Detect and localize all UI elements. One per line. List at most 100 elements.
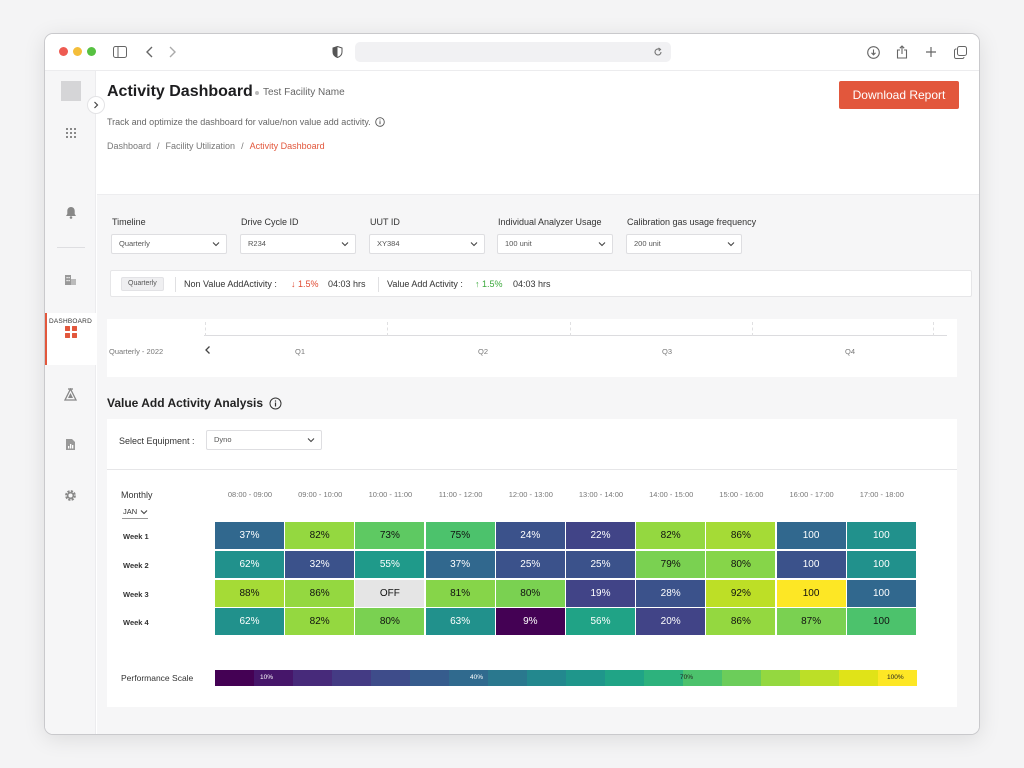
- apps-grid-icon[interactable]: [45, 117, 96, 149]
- download-report-button[interactable]: Download Report: [839, 81, 959, 109]
- heatmap-cell[interactable]: 100: [846, 579, 916, 607]
- timeline-axis: [204, 335, 947, 336]
- va-label: Value Add Activity :: [387, 279, 463, 289]
- filter-label: Individual Analyzer Usage: [498, 217, 602, 227]
- heatmap-cell[interactable]: 82%: [636, 522, 706, 549]
- sidebar-item-dashboard[interactable]: [45, 313, 96, 365]
- heatmap-cell[interactable]: 86%: [706, 522, 776, 549]
- heatmap-cell[interactable]: 100: [846, 550, 916, 578]
- heatmap-cell[interactable]: 20%: [636, 608, 706, 636]
- heatmap-cell[interactable]: 82%: [285, 608, 355, 636]
- heatmap-cell[interactable]: 62%: [215, 608, 284, 636]
- heatmap-cell[interactable]: 82%: [285, 522, 355, 549]
- report-icon[interactable]: [45, 428, 96, 460]
- scale-segment: [488, 670, 527, 686]
- back-arrow-icon[interactable]: [141, 43, 159, 61]
- page-title: Activity Dashboard: [107, 83, 253, 100]
- browser-titlebar: [45, 34, 979, 71]
- minimize-window-icon[interactable]: [73, 47, 82, 56]
- quarter-q3[interactable]: Q3: [662, 347, 673, 356]
- heatmap-column-header: 17:00 - 18:00: [859, 490, 904, 499]
- heatmap-cell[interactable]: 100: [776, 550, 846, 578]
- heatmap-cell[interactable]: 22%: [566, 522, 635, 549]
- chevron-down-icon: [727, 242, 735, 247]
- heatmap-cell[interactable]: 56%: [566, 608, 635, 636]
- heatmap-column-header: 16:00 - 17:00: [789, 490, 834, 499]
- heatmap-cell[interactable]: 24%: [495, 522, 565, 549]
- address-bar[interactable]: [355, 42, 671, 62]
- scale-segment: [644, 670, 683, 686]
- share-icon[interactable]: [893, 43, 911, 61]
- heatmap-cell[interactable]: 37%: [215, 522, 284, 549]
- heatmap-cell[interactable]: 100: [846, 608, 916, 636]
- heatmap-cell[interactable]: 86%: [706, 608, 776, 636]
- main-content: Activity Dashboard Test Facility Name Tr…: [97, 71, 979, 734]
- heatmap-cell[interactable]: 86%: [285, 579, 355, 607]
- heatmap-cell[interactable]: 100: [776, 522, 846, 549]
- heatmap-cell[interactable]: OFF: [355, 579, 425, 607]
- forward-arrow-icon[interactable]: [163, 43, 181, 61]
- info-icon[interactable]: [269, 397, 282, 410]
- browser-window: DASHBOARD Activity Dashboard Test Facili…: [44, 33, 980, 735]
- new-tab-icon[interactable]: [922, 43, 940, 61]
- triangle-tool-icon[interactable]: [45, 378, 96, 410]
- timeline-tick: [570, 322, 571, 336]
- filter-calibration-gas: Calibration gas usage frequency: [627, 217, 756, 227]
- chevron-left-icon[interactable]: [203, 345, 213, 355]
- heatmap-card: Select Equipment : Dyno Monthly JAN Perf…: [107, 419, 957, 707]
- timeline-tick: [933, 322, 934, 336]
- title-separator: [255, 91, 259, 95]
- heatmap-cell[interactable]: 88%: [215, 579, 284, 607]
- heatmap-cell[interactable]: 73%: [355, 522, 425, 549]
- heatmap-cell[interactable]: 100: [776, 579, 846, 607]
- heatmap-cell[interactable]: 63%: [425, 608, 495, 636]
- gear-icon[interactable]: [45, 479, 96, 511]
- heatmap-cell[interactable]: 92%: [706, 579, 776, 607]
- uut-id-select[interactable]: XY384: [369, 234, 485, 254]
- heatmap-cell[interactable]: 80%: [355, 608, 425, 636]
- heatmap-cell[interactable]: 62%: [215, 550, 284, 578]
- breadcrumb-facility-utilization[interactable]: Facility Utilization: [165, 141, 236, 151]
- heatmap-cell[interactable]: 80%: [706, 550, 776, 578]
- select-value: XY384: [377, 239, 400, 248]
- quarter-q1[interactable]: Q1: [295, 347, 306, 356]
- heatmap-cell[interactable]: 100: [846, 522, 916, 549]
- info-icon[interactable]: [374, 117, 385, 127]
- calibration-gas-select[interactable]: 200 unit: [626, 234, 742, 254]
- quarter-q4[interactable]: Q4: [845, 347, 856, 356]
- equipment-select[interactable]: Dyno: [206, 430, 322, 450]
- timeline-select[interactable]: Quarterly: [111, 234, 227, 254]
- expand-sidebar-button[interactable]: [87, 96, 105, 114]
- facility-icon[interactable]: [45, 264, 96, 296]
- maximize-window-icon[interactable]: [87, 47, 96, 56]
- close-window-icon[interactable]: [59, 47, 68, 56]
- tabs-overview-icon[interactable]: [951, 43, 969, 61]
- period-tag: Quarterly: [121, 277, 164, 291]
- breadcrumb-dashboard[interactable]: Dashboard: [107, 141, 152, 151]
- quarter-q2[interactable]: Q2: [478, 347, 489, 356]
- heatmap-cell[interactable]: 87%: [776, 608, 846, 636]
- heatmap-cell[interactable]: 9%: [495, 608, 565, 636]
- sidebar-toggle-icon[interactable]: [111, 43, 129, 61]
- heatmap-cell[interactable]: 79%: [636, 550, 706, 578]
- month-select[interactable]: JAN: [121, 507, 149, 519]
- heatmap-cell[interactable]: 55%: [355, 550, 425, 578]
- nva-label: Non Value AddActivity :: [184, 279, 277, 289]
- heatmap-cell[interactable]: 25%: [566, 550, 635, 578]
- heatmap-cell[interactable]: 32%: [285, 550, 355, 578]
- filter-label: Timeline: [112, 217, 146, 227]
- analyzer-usage-select[interactable]: 100 unit: [497, 234, 613, 254]
- heatmap-cell[interactable]: 81%: [425, 579, 495, 607]
- bell-icon[interactable]: [45, 196, 96, 228]
- heatmap-cell[interactable]: 75%: [425, 522, 495, 549]
- scale-segment: [722, 670, 761, 686]
- download-icon[interactable]: [864, 43, 882, 61]
- heatmap-cell[interactable]: 37%: [425, 550, 495, 578]
- heatmap-cell[interactable]: 28%: [636, 579, 706, 607]
- heatmap-cell[interactable]: 19%: [566, 579, 635, 607]
- scale-segment: [878, 670, 917, 686]
- drive-cycle-select[interactable]: R234: [240, 234, 356, 254]
- heatmap-cell[interactable]: 25%: [495, 550, 565, 578]
- heatmap-cell[interactable]: 80%: [495, 579, 565, 607]
- reload-icon[interactable]: [649, 43, 667, 61]
